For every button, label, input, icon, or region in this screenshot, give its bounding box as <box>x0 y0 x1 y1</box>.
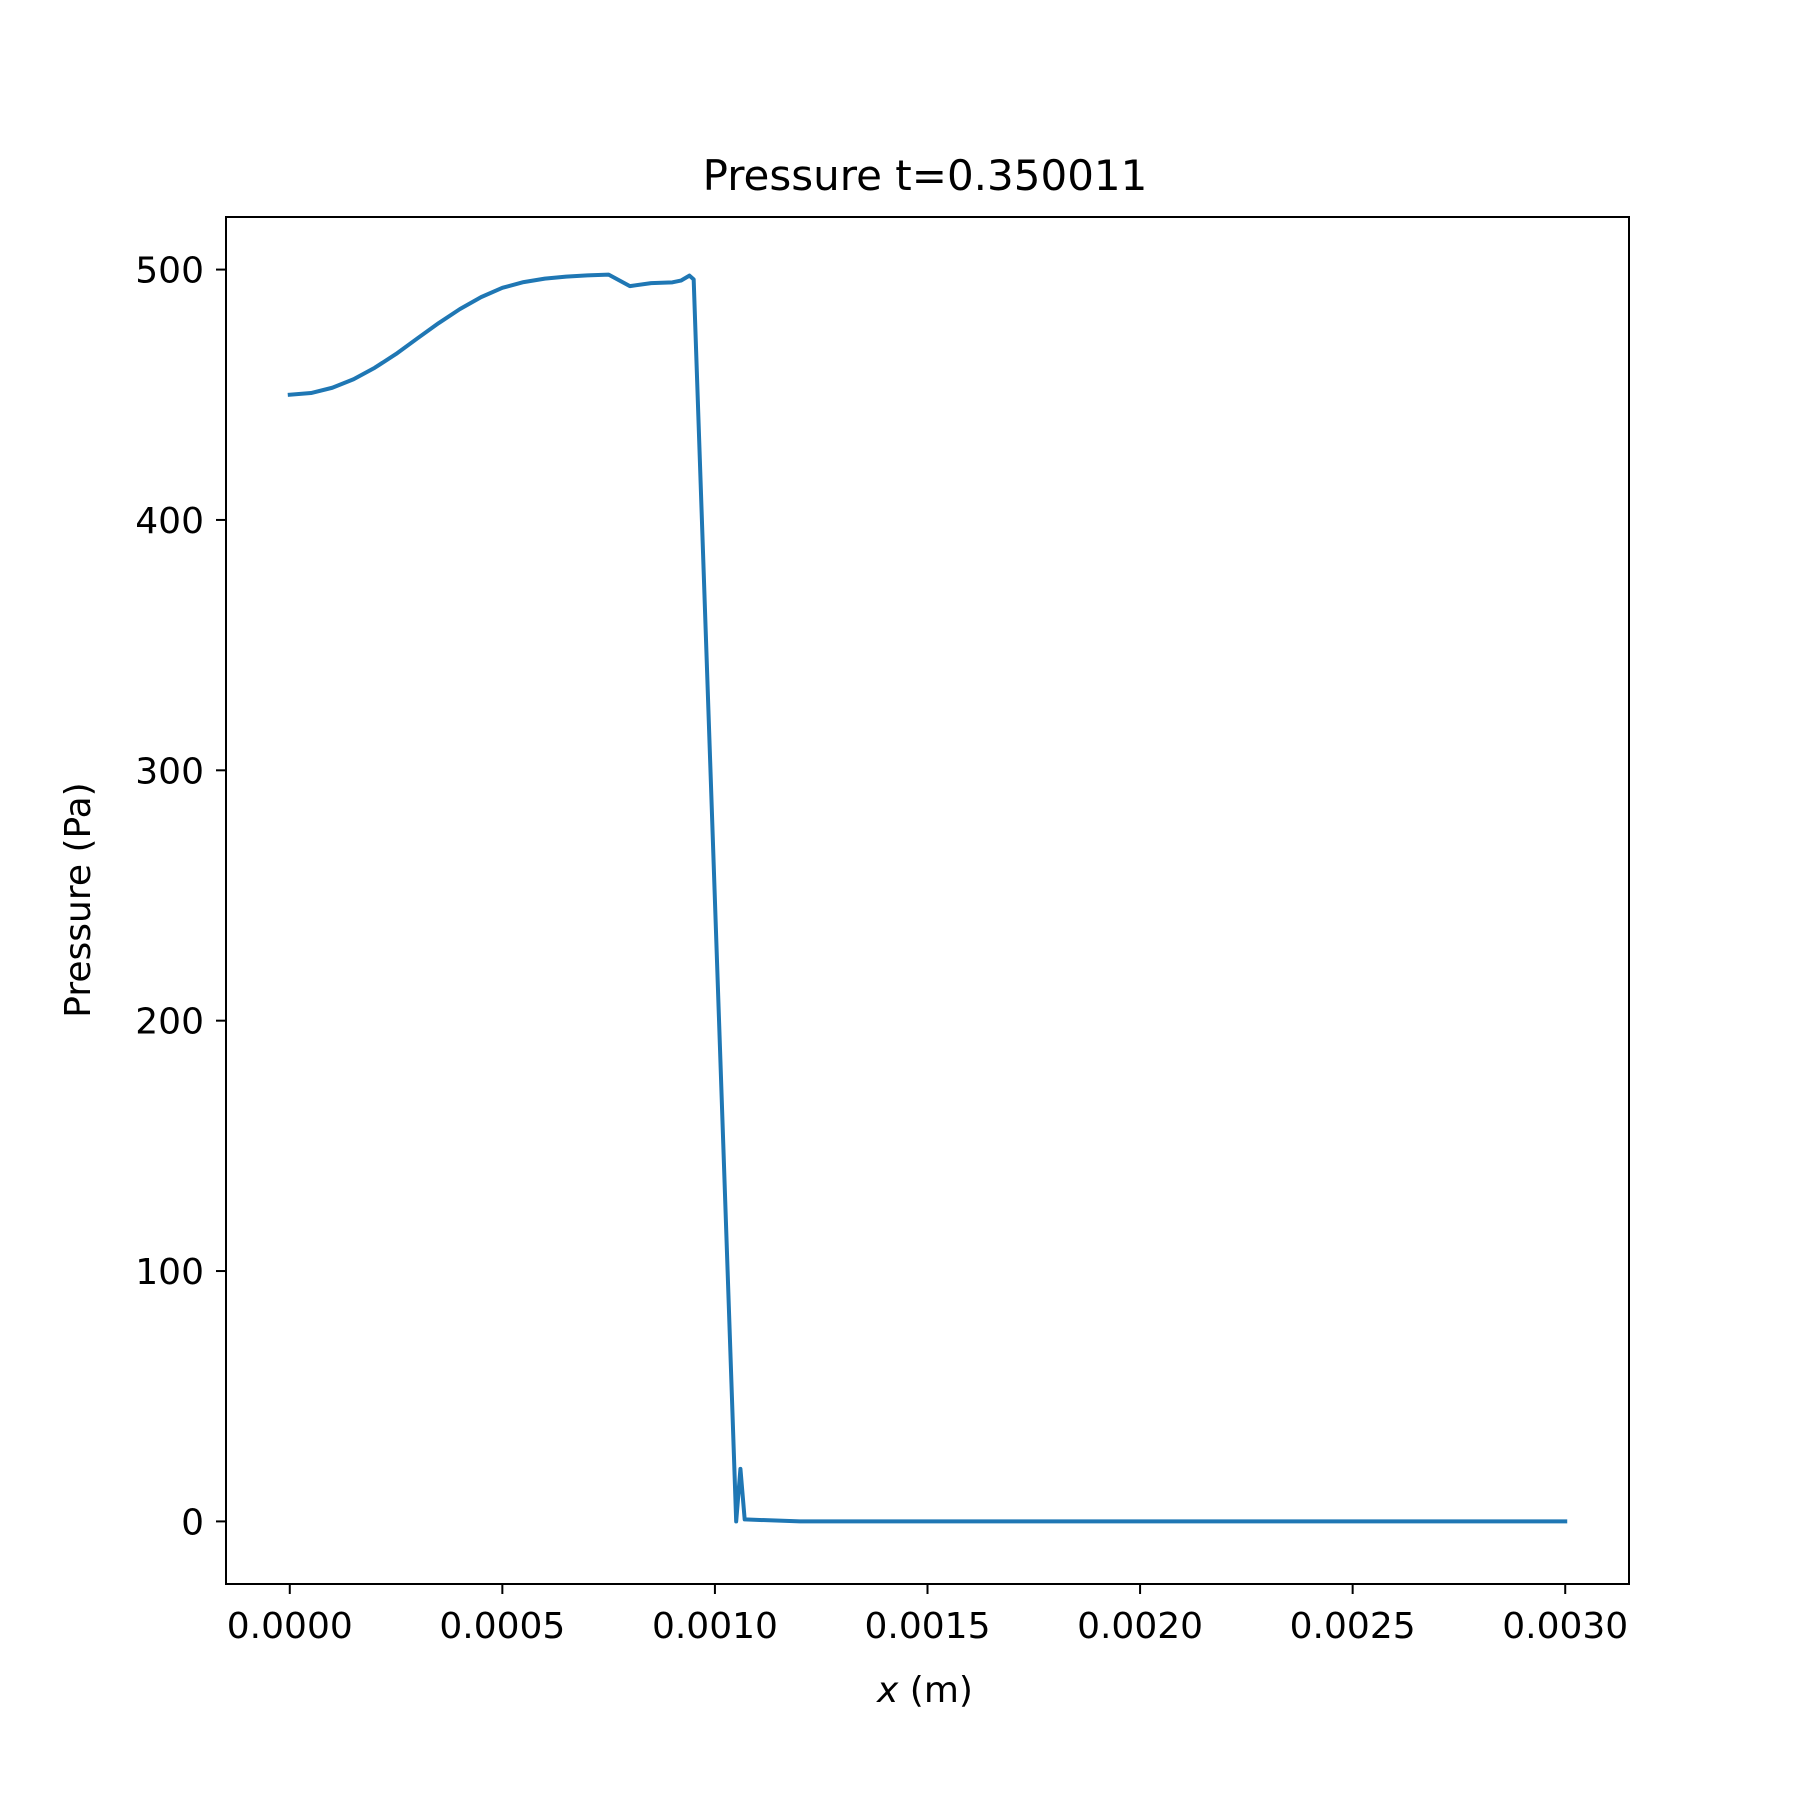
x-axis-label-unit: (m) <box>898 1670 973 1711</box>
plot-area-frame <box>225 216 1630 1585</box>
y-axis-label: Pressure (Pa) <box>58 782 99 1017</box>
x-axis-ticks: 0.0000 0.0005 0.0010 0.0015 0.0020 0.0025 0.00… <box>227 1584 1628 1647</box>
y-axis-ticks: 0 100 200 300 400 500 <box>135 251 226 1543</box>
y-tick-label: 500 <box>135 251 204 292</box>
x-tick-label: 0.0005 <box>439 1606 565 1647</box>
x-axis-label: x (m) <box>876 1670 973 1711</box>
x-tick-label: 0.0000 <box>227 1606 353 1647</box>
y-tick-label: 0 <box>181 1502 204 1543</box>
x-axis-label-variable: x <box>876 1670 899 1711</box>
y-tick-label: 100 <box>135 1252 204 1293</box>
x-tick-label: 0.0025 <box>1290 1606 1416 1647</box>
x-tick-label: 0.0030 <box>1502 1606 1628 1647</box>
chart-title: Pressure t=0.350011 <box>703 151 1148 200</box>
y-tick-label: 300 <box>135 751 204 792</box>
x-tick-label: 0.0020 <box>1077 1606 1203 1647</box>
pressure-series-line <box>287 272 1568 1524</box>
x-tick-label: 0.0015 <box>865 1606 991 1647</box>
y-tick-label: 200 <box>135 1002 204 1043</box>
x-tick-label: 0.0010 <box>652 1606 778 1647</box>
y-tick-label: 400 <box>135 501 204 542</box>
